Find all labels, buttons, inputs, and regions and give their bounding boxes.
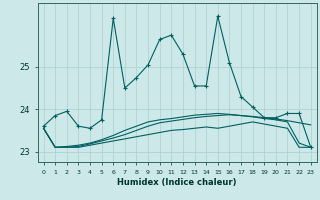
- X-axis label: Humidex (Indice chaleur): Humidex (Indice chaleur): [117, 178, 237, 187]
